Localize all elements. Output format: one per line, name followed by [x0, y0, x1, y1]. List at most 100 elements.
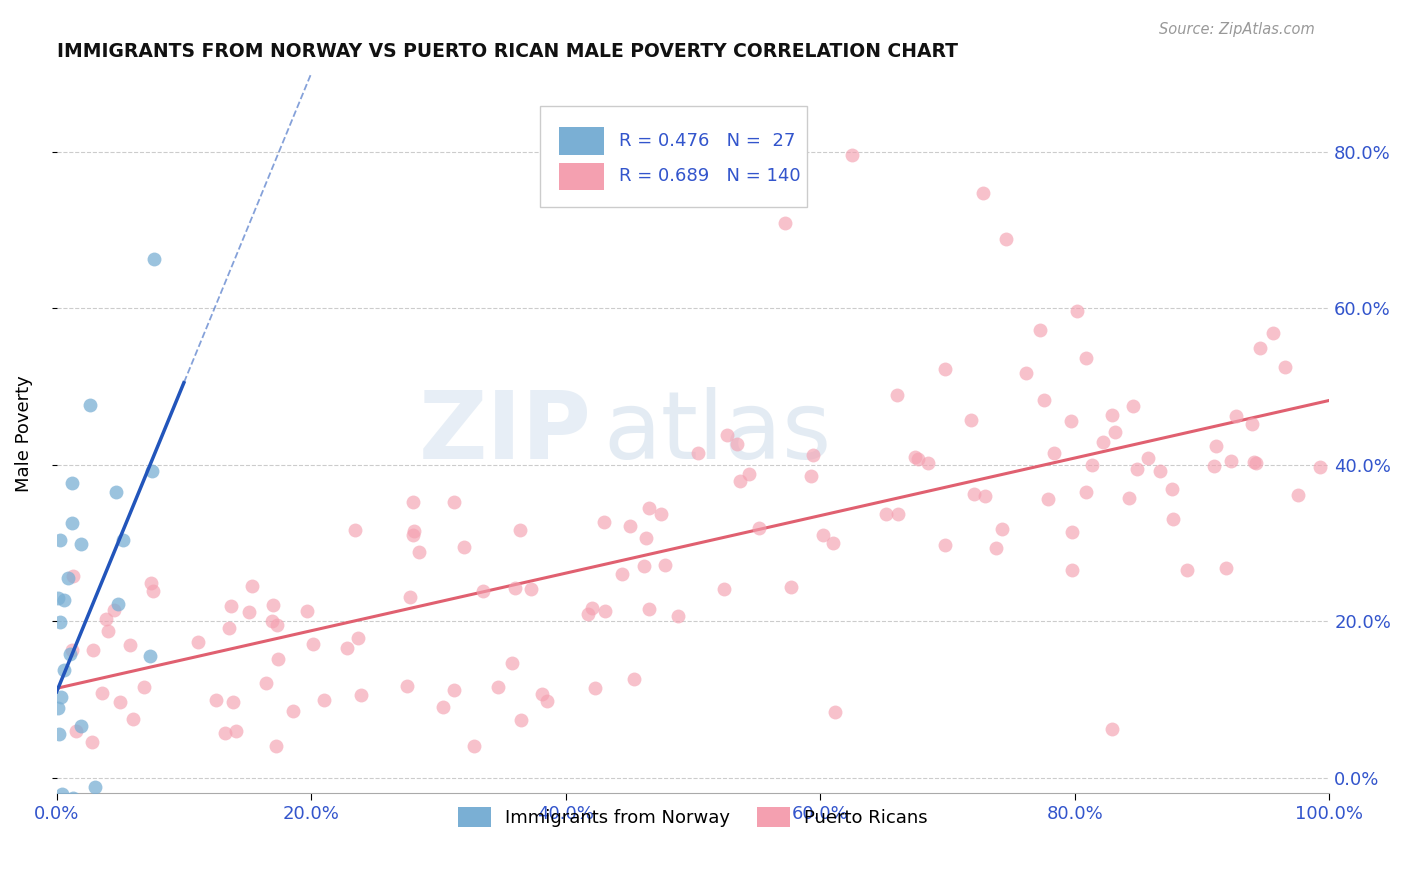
Point — [1137, 450, 1160, 465]
Text: IMMIGRANTS FROM NORWAY VS PUERTO RICAN MALE POVERTY CORRELATION CHART: IMMIGRANTS FROM NORWAY VS PUERTO RICAN M… — [56, 42, 957, 61]
Point — [934, 538, 956, 552]
Point — [1081, 458, 1104, 472]
Point — [824, 706, 846, 720]
Point — [1205, 439, 1227, 453]
Point — [1161, 511, 1184, 525]
Point — [610, 567, 633, 582]
Point — [82, 734, 104, 748]
Point — [336, 640, 359, 655]
Point — [821, 536, 844, 550]
Point — [53, 663, 76, 677]
Point — [443, 683, 465, 698]
Point — [49, 533, 72, 548]
Point — [904, 450, 927, 465]
Point — [960, 413, 983, 427]
Text: ZIP: ZIP — [418, 387, 591, 479]
Point — [1038, 491, 1060, 506]
Point — [509, 524, 531, 538]
Point — [1101, 409, 1123, 423]
Bar — [560, 128, 603, 155]
Point — [730, 474, 752, 488]
Point — [453, 540, 475, 554]
Point — [1042, 446, 1064, 460]
Point — [51, 788, 73, 802]
Point — [654, 558, 676, 573]
Point — [139, 648, 162, 663]
Point — [811, 527, 834, 541]
Point — [60, 516, 83, 530]
Point — [1160, 482, 1182, 496]
Point — [266, 652, 288, 666]
Point — [1244, 456, 1267, 470]
Point — [841, 148, 863, 162]
Point — [60, 476, 83, 491]
Point — [254, 676, 277, 690]
Legend: Immigrants from Norway, Puerto Ricans: Immigrants from Norway, Puerto Ricans — [451, 799, 935, 835]
Point — [214, 725, 236, 739]
Point — [97, 624, 120, 638]
Point — [240, 579, 263, 593]
Point — [688, 446, 710, 460]
Point — [1225, 409, 1247, 423]
Point — [122, 712, 145, 726]
Point — [1249, 341, 1271, 355]
Point — [1101, 722, 1123, 736]
Point — [991, 522, 1014, 536]
Point — [1118, 491, 1140, 506]
Point — [103, 603, 125, 617]
Point — [79, 398, 101, 412]
Point — [432, 700, 454, 714]
Point — [1062, 525, 1084, 540]
Point — [801, 448, 824, 462]
Point — [576, 607, 599, 621]
Point — [666, 609, 689, 624]
Point — [934, 362, 956, 376]
Point — [963, 487, 986, 501]
Point — [132, 680, 155, 694]
Point — [886, 388, 908, 402]
Point — [260, 615, 283, 629]
Point — [917, 456, 939, 470]
Point — [1261, 326, 1284, 340]
Point — [1215, 561, 1237, 575]
Text: Source: ZipAtlas.com: Source: ZipAtlas.com — [1159, 22, 1315, 37]
Point — [402, 524, 425, 538]
Point — [972, 186, 994, 201]
Point — [104, 484, 127, 499]
Point — [408, 545, 430, 559]
Point — [60, 642, 83, 657]
Point — [907, 452, 929, 467]
Point — [1122, 400, 1144, 414]
Point — [281, 704, 304, 718]
Point — [1126, 461, 1149, 475]
Point — [592, 515, 614, 529]
Point — [51, 690, 73, 704]
Point — [501, 657, 523, 671]
Point — [70, 719, 93, 733]
Point — [399, 590, 422, 604]
Point — [799, 469, 821, 483]
Point — [46, 810, 69, 824]
Text: R = 0.689   N = 140: R = 0.689 N = 140 — [619, 168, 801, 186]
Point — [1060, 414, 1083, 428]
Point — [62, 569, 84, 583]
Point — [1029, 323, 1052, 337]
Point — [314, 693, 336, 707]
Point — [727, 437, 749, 451]
Point — [238, 606, 260, 620]
Point — [737, 467, 759, 482]
Point — [225, 724, 247, 739]
Point — [503, 581, 526, 595]
Point — [536, 694, 558, 708]
Point — [84, 780, 107, 794]
Point — [108, 695, 131, 709]
Point — [218, 621, 240, 635]
Point — [302, 637, 325, 651]
Point — [264, 739, 287, 754]
Point — [143, 252, 166, 267]
Point — [619, 519, 641, 533]
Point — [139, 576, 162, 591]
Point — [1220, 454, 1243, 468]
Point — [46, 701, 69, 715]
Point — [1074, 485, 1097, 500]
